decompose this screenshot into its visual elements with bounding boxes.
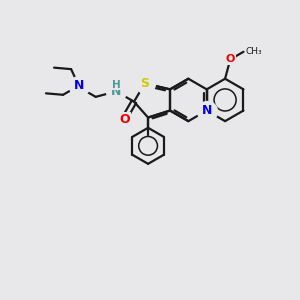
Text: O: O (119, 113, 130, 126)
Text: S: S (140, 77, 149, 90)
Text: CH₃: CH₃ (245, 47, 262, 56)
Text: O: O (226, 54, 235, 64)
Text: N: N (74, 79, 84, 92)
Text: H: H (112, 80, 121, 90)
Text: N: N (202, 104, 212, 117)
Text: N: N (111, 85, 122, 98)
